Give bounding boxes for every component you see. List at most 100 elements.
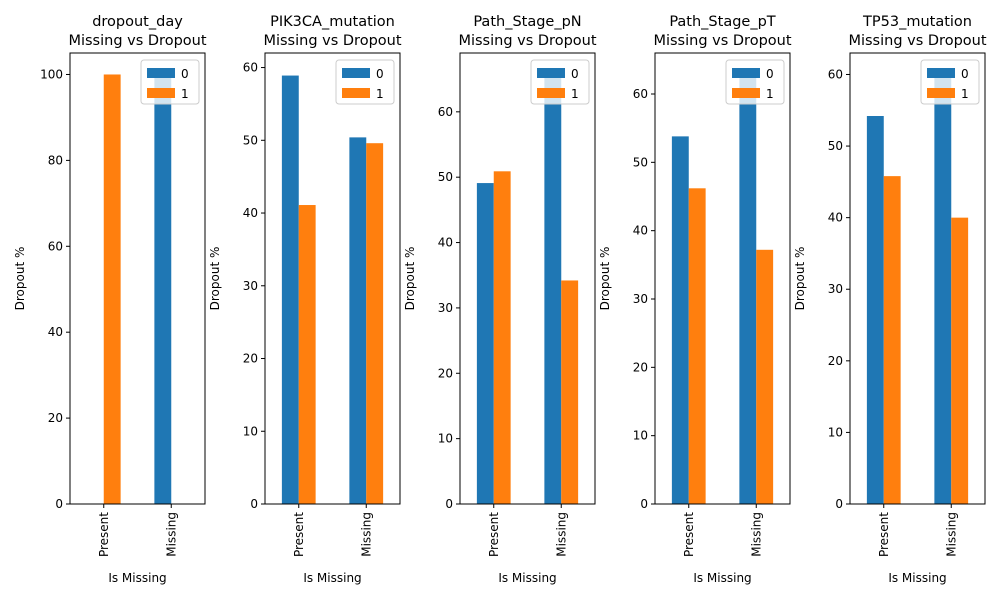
- y-tick-label: 40: [438, 236, 453, 250]
- y-axis-label: Dropout %: [793, 247, 807, 311]
- legend-swatch-0: [537, 68, 565, 78]
- legend-label-0: 0: [766, 67, 774, 81]
- x-tick-label-missing: Missing: [749, 512, 763, 557]
- x-tick-label-present: Present: [487, 512, 501, 557]
- bar-1-present: [298, 205, 316, 504]
- chart-panel-1: 0 20 40 60 80 100 Present Missing dropout_day Mis…: [13, 14, 207, 585]
- y-tick-label: 10: [243, 424, 258, 438]
- y-tick-label: 60: [438, 105, 453, 119]
- x-tick-label-missing: Missing: [359, 512, 373, 557]
- chart-title: PIK3CA_mutation: [270, 14, 395, 30]
- y-tick-label: 0: [640, 497, 648, 511]
- bar-1-present: [688, 188, 706, 505]
- legend-swatch-1: [537, 88, 565, 98]
- legend-swatch-1: [342, 88, 370, 98]
- x-tick-label-present: Present: [292, 512, 306, 557]
- bar-0-present: [671, 136, 689, 504]
- x-tick-label-present: Present: [682, 512, 696, 557]
- y-tick-label: 20: [48, 411, 63, 425]
- bar-1-present: [493, 171, 511, 504]
- y-tick-label: 60: [828, 67, 843, 81]
- legend-swatch-0: [927, 68, 955, 78]
- legend-swatch-1: [147, 88, 175, 98]
- plot-frame: [849, 52, 986, 505]
- chart-subtitle: Missing vs Dropout: [848, 33, 986, 49]
- bar-1-missing: [756, 249, 774, 504]
- y-tick-label: 50: [633, 155, 648, 169]
- y-axis-label: Dropout %: [598, 247, 612, 311]
- bar-0-present: [281, 75, 299, 505]
- legend-swatch-0: [732, 68, 760, 78]
- y-tick-label: 40: [633, 224, 648, 238]
- bar-0-present: [866, 116, 884, 504]
- legend-swatch-0: [147, 68, 175, 78]
- plot-frame: [264, 52, 401, 505]
- legend-label-1: 1: [376, 87, 384, 101]
- y-tick-label: 30: [438, 301, 453, 315]
- plot-frame: [459, 52, 596, 505]
- chart-title: dropout_day: [92, 14, 183, 30]
- y-tick-label: 0: [250, 497, 258, 511]
- bar-0-missing: [154, 74, 172, 504]
- bar-0-missing: [934, 74, 952, 504]
- bar-0-missing: [544, 73, 562, 505]
- y-tick-label: 20: [828, 354, 843, 368]
- chart-title: Path_Stage_pT: [669, 14, 775, 30]
- x-tick-label-present: Present: [97, 512, 111, 557]
- legend-swatch-1: [732, 88, 760, 98]
- x-tick-label-present: Present: [877, 512, 891, 557]
- y-tick-label: 40: [48, 325, 63, 339]
- x-tick-label-missing: Missing: [554, 512, 568, 557]
- y-tick-label: 80: [48, 153, 63, 167]
- y-tick-label: 20: [633, 360, 648, 374]
- y-tick-label: 30: [633, 292, 648, 306]
- bar-1-present: [103, 74, 121, 504]
- bar-1-missing: [366, 143, 384, 504]
- x-axis-label: Is Missing: [108, 571, 166, 585]
- y-axis-label: Dropout %: [403, 247, 417, 311]
- legend-label-1: 1: [766, 87, 774, 101]
- x-axis-label: Is Missing: [888, 571, 946, 585]
- plot-frame: [654, 52, 791, 505]
- legend-label-1: 1: [571, 87, 579, 101]
- x-tick-label-missing: Missing: [164, 512, 178, 557]
- y-tick-label: 60: [633, 87, 648, 101]
- plot-frame: [69, 52, 206, 505]
- x-axis-label: Is Missing: [498, 571, 556, 585]
- y-axis-label: Dropout %: [208, 247, 222, 311]
- chart-subtitle: Missing vs Dropout: [263, 33, 401, 49]
- y-tick-label: 40: [243, 206, 258, 220]
- legend-label-0: 0: [181, 67, 189, 81]
- bar-0-missing: [349, 137, 367, 504]
- y-tick-label: 10: [633, 429, 648, 443]
- y-tick-label: 50: [828, 139, 843, 153]
- y-axis-label: Dropout %: [13, 247, 27, 311]
- y-tick-label: 50: [243, 133, 258, 147]
- y-tick-label: 0: [55, 497, 63, 511]
- y-tick-label: 30: [243, 279, 258, 293]
- y-tick-label: 10: [438, 432, 453, 446]
- legend-label-0: 0: [376, 67, 384, 81]
- legend-label-1: 1: [961, 87, 969, 101]
- x-tick-label-missing: Missing: [944, 512, 958, 557]
- legend-swatch-1: [927, 88, 955, 98]
- chart-title: Path_Stage_pN: [473, 14, 581, 30]
- legend-label-0: 0: [961, 67, 969, 81]
- y-tick-label: 20: [243, 352, 258, 366]
- y-tick-label: 0: [445, 497, 453, 511]
- chart-subtitle: Missing vs Dropout: [653, 33, 791, 49]
- bar-0-missing: [739, 74, 757, 505]
- y-tick-label: 60: [48, 239, 63, 253]
- y-tick-label: 20: [438, 366, 453, 380]
- y-tick-label: 10: [828, 425, 843, 439]
- y-tick-label: 30: [828, 282, 843, 296]
- y-tick-label: 0: [835, 497, 843, 511]
- x-axis-label: Is Missing: [303, 571, 361, 585]
- bar-0-present: [476, 183, 494, 504]
- bar-1-missing: [561, 280, 579, 504]
- y-tick-label: 60: [243, 61, 258, 75]
